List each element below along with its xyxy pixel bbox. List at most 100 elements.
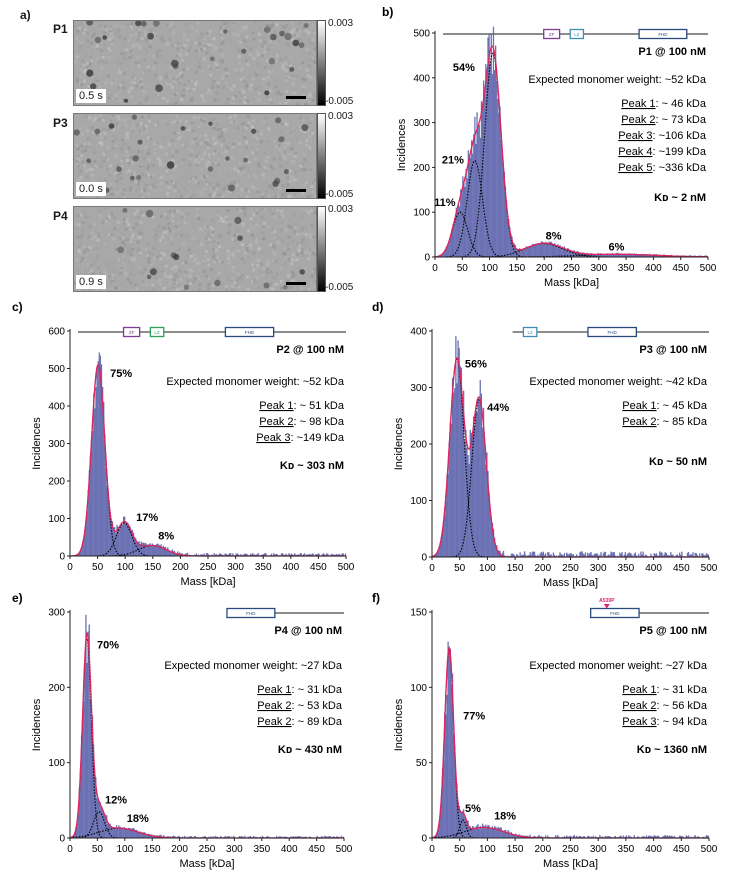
histogram-bar [449, 421, 451, 557]
histogram-bar [297, 554, 299, 556]
peak-mass-label: Peak 2: ~ 89 kDa [257, 716, 343, 728]
histogram-bar [604, 551, 607, 557]
histogram-bar [537, 554, 539, 557]
histogram-bar [612, 552, 614, 557]
histogram-bar [318, 553, 320, 556]
histogram-bar [299, 553, 301, 556]
histogram-bar [148, 833, 151, 838]
x-tick-label: 100 [481, 263, 498, 274]
histogram-bar [494, 826, 496, 838]
histogram-bar [682, 836, 684, 838]
histogram-bar [507, 830, 509, 838]
histogram-bar [79, 768, 82, 838]
peak-percentage-label: 17% [136, 512, 158, 524]
particle [180, 126, 186, 131]
histogram-bar [547, 552, 549, 557]
histogram-bar [644, 554, 646, 557]
histogram-bar [158, 544, 160, 556]
histogram-bar [610, 551, 612, 557]
histogram-bar [105, 468, 107, 556]
histogram-bar [543, 242, 545, 257]
histogram-bar [638, 553, 640, 557]
histogram-bar [125, 521, 127, 556]
histogram-bar [662, 555, 664, 557]
histogram-bar [244, 553, 246, 556]
histogram-bar [142, 542, 145, 556]
peak-mass-label: Peak 3: ~149 kDa [256, 432, 345, 444]
domain-label: LZ [574, 32, 580, 37]
histogram-bar [638, 254, 640, 257]
histogram-bar [462, 390, 465, 557]
x-tick-label: 200 [172, 562, 189, 573]
histogram-bar [282, 836, 284, 838]
y-tick-label: 400 [410, 327, 427, 338]
histogram-bar [484, 94, 486, 257]
histogram-bar [142, 832, 144, 838]
histogram-bar [336, 836, 338, 838]
histogram-bar [237, 554, 240, 556]
histogram-bar [109, 519, 111, 556]
particle [117, 246, 125, 254]
histogram-bar [249, 836, 251, 838]
y-tick-label: 300 [48, 608, 65, 619]
histogram-bar [300, 836, 302, 838]
histogram-bar [558, 836, 560, 838]
histogram-bar [96, 366, 98, 556]
histogram-bar [465, 429, 467, 557]
peak-value: : ~199 kDa [652, 146, 706, 158]
histogram-bar [698, 553, 701, 557]
peak-name: Peak 2 [257, 716, 291, 728]
histogram-bar [127, 522, 129, 556]
histogram-bar [649, 835, 651, 838]
histogram-bar [575, 835, 578, 838]
histogram-bar [84, 664, 86, 838]
histogram-bar [491, 826, 494, 838]
histogram-bar [635, 253, 638, 257]
histogram-bar [460, 367, 463, 557]
histogram-bar [594, 553, 597, 557]
histogram-bar [673, 835, 675, 838]
histogram-bar [454, 217, 456, 257]
domain-box-lz [569, 28, 585, 40]
chart-title: P1 @ 100 nM [638, 46, 706, 58]
histogram-bar [686, 552, 689, 557]
peak-value: : ~ 45 kDa [657, 400, 708, 412]
expected-weight: Expected monomer weight: ~52 kDa [528, 74, 707, 86]
histogram-bar [568, 836, 570, 838]
histogram-bar [100, 807, 102, 838]
histogram-bar [171, 836, 174, 838]
kd-value: Kᴅ ~ 2 nM [654, 192, 706, 204]
peak-value: : ~ 31 kDa [292, 684, 343, 696]
histogram-bar [593, 254, 595, 257]
histogram-bar [210, 836, 212, 838]
histogram-bar [519, 836, 521, 838]
histogram-bar [609, 555, 611, 557]
histogram-bar [512, 553, 515, 557]
x-tick-label: 300 [590, 263, 607, 274]
histogram-bar [152, 835, 154, 838]
histogram-bar [256, 553, 258, 556]
histogram-bar [252, 835, 255, 838]
histogram-bar [573, 835, 576, 838]
histogram-bar [567, 248, 569, 257]
histogram-bar [636, 836, 639, 838]
histogram-bar [475, 411, 477, 557]
histogram-bar [650, 836, 652, 838]
histogram-bar [295, 554, 297, 556]
histogram-bar [540, 836, 542, 838]
histogram-bar [457, 340, 459, 557]
histogram-bar [122, 516, 125, 556]
histogram-bar [143, 832, 145, 838]
histogram-bar [638, 836, 640, 838]
y-tick-label: 400 [48, 402, 65, 413]
histogram-bar [486, 452, 488, 557]
histogram-bar [486, 826, 488, 838]
histogram-bar [500, 827, 502, 838]
histogram-bar [226, 554, 229, 556]
histogram-bar [193, 836, 196, 838]
histogram-bar [235, 553, 237, 556]
histogram-bar [164, 546, 167, 556]
histogram-bar [327, 553, 329, 556]
x-tick-label: 100 [116, 844, 133, 855]
histogram-bar [476, 412, 478, 557]
